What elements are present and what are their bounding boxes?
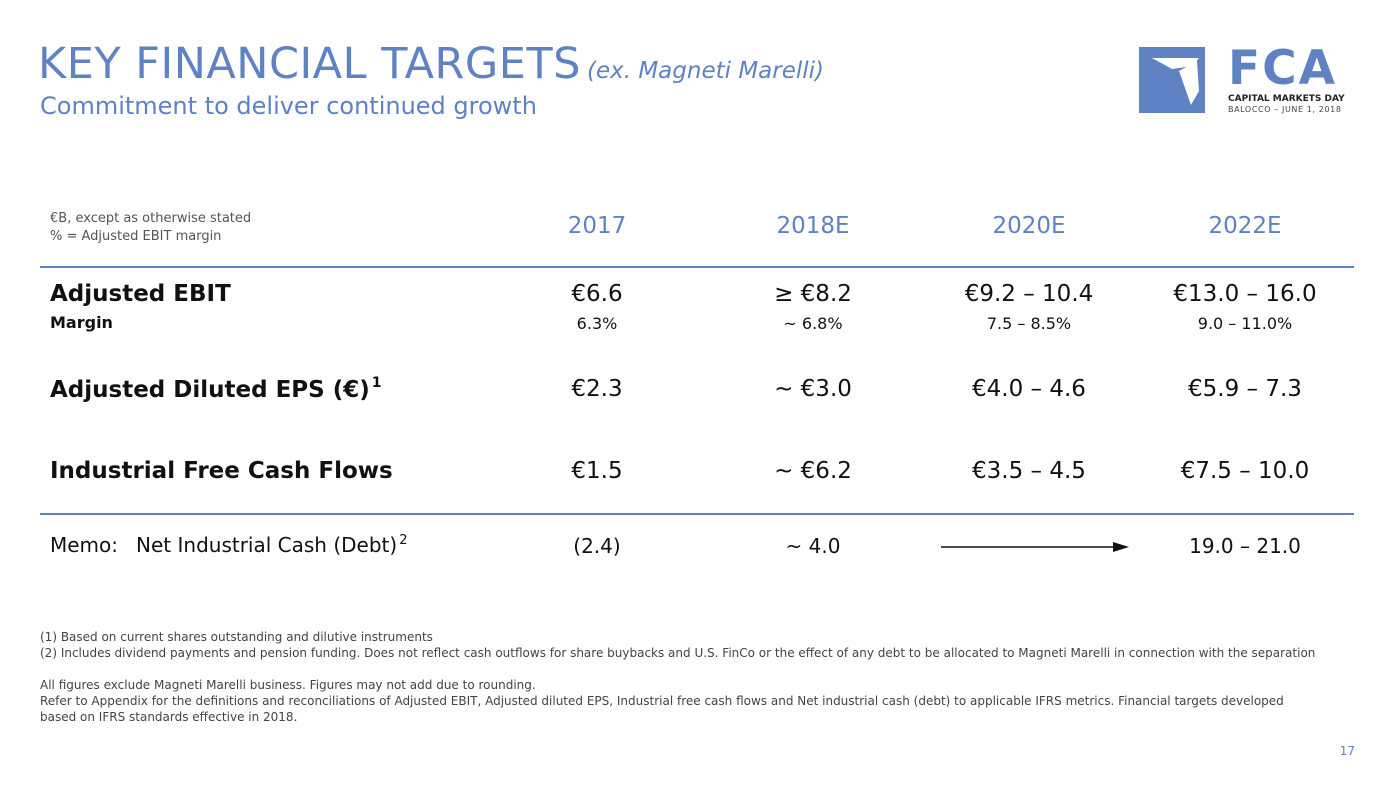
row-label-memo: Memo: Net Industrial Cash (Debt) 2 bbox=[50, 533, 407, 557]
fcf-2022e: €7.5 – 10.0 bbox=[1180, 458, 1310, 484]
title-note: (ex. Magneti Marelli) bbox=[586, 58, 825, 84]
memo-2022e: 19.0 – 21.0 bbox=[1189, 534, 1301, 558]
margin-2018e: ~ 6.8% bbox=[783, 314, 843, 333]
logo-wordmark: FCA bbox=[1228, 41, 1337, 96]
year-header-2018e: 2018E bbox=[776, 213, 850, 239]
footnote-2: (2) Includes dividend payments and pensi… bbox=[40, 646, 1316, 660]
row-label-free-cash-flows: Industrial Free Cash Flows bbox=[50, 458, 393, 484]
fcf-2018e: ~ €6.2 bbox=[774, 458, 852, 484]
eps-footnote-marker: 1 bbox=[371, 375, 382, 391]
eps-2020e: €4.0 – 4.6 bbox=[972, 376, 1086, 402]
table-note-units: €B, except as otherwise stated bbox=[50, 211, 252, 226]
page-title: KEY FINANCIAL TARGETS (ex. Magneti Marell… bbox=[38, 36, 824, 99]
memo-2018e: ~ 4.0 bbox=[785, 534, 841, 558]
disclaimer-line-3: based on IFRS standards effective in 201… bbox=[40, 710, 298, 724]
memo-label-text: Net Industrial Cash (Debt) bbox=[136, 533, 398, 557]
disclaimer-line-1: All figures exclude Magneti Marelli busi… bbox=[40, 678, 536, 692]
margin-2020e: 7.5 – 8.5% bbox=[986, 314, 1072, 333]
year-header-2017: 2017 bbox=[567, 213, 627, 239]
eps-2018e: ~ €3.0 bbox=[774, 376, 852, 402]
title-main: KEY FINANCIAL TARGETS bbox=[38, 39, 581, 89]
year-header-2022e: 2022E bbox=[1208, 213, 1282, 239]
year-header-2020e: 2020E bbox=[992, 213, 1066, 239]
fca-logo-mark-icon bbox=[1139, 47, 1205, 113]
eps-label-text: Adjusted Diluted EPS (€) bbox=[50, 377, 370, 403]
eps-2022e: €5.9 – 7.3 bbox=[1188, 376, 1302, 402]
footnote-1: (1) Based on current shares outstanding … bbox=[40, 630, 433, 644]
ebit-2020e: €9.2 – 10.4 bbox=[964, 281, 1094, 307]
right-arrow-icon bbox=[941, 542, 1129, 552]
memo-footnote-marker: 2 bbox=[399, 533, 408, 548]
row-label-margin: Margin bbox=[50, 313, 113, 332]
fca-logo: FCA CAPITAL MARKETS DAY BALOCCO – JUNE 1… bbox=[1139, 41, 1361, 119]
row-label-adjusted-ebit: Adjusted EBIT bbox=[50, 281, 231, 307]
memo-divider bbox=[40, 513, 1354, 515]
logo-event: CAPITAL MARKETS DAY bbox=[1228, 94, 1345, 104]
margin-2017: 6.3% bbox=[576, 314, 618, 333]
ebit-2018e: ≥ €8.2 bbox=[774, 281, 852, 307]
page-number: 17 bbox=[1339, 744, 1355, 758]
fcf-2020e: €3.5 – 4.5 bbox=[972, 458, 1086, 484]
row-label-adjusted-eps: Adjusted Diluted EPS (€) 1 bbox=[50, 375, 382, 403]
memo-prefix: Memo: bbox=[50, 533, 119, 557]
ebit-2022e: €13.0 – 16.0 bbox=[1173, 281, 1317, 307]
disclaimer-line-2: Refer to Appendix for the definitions an… bbox=[40, 694, 1284, 708]
table-note-margin: % = Adjusted EBIT margin bbox=[50, 229, 222, 244]
header-divider bbox=[40, 266, 1354, 268]
memo-2017: (2.4) bbox=[573, 534, 621, 558]
fcf-2017: €1.5 bbox=[571, 458, 623, 484]
eps-2017: €2.3 bbox=[571, 376, 623, 402]
ebit-2017: €6.6 bbox=[571, 281, 623, 307]
margin-2022e: 9.0 – 11.0% bbox=[1197, 314, 1293, 333]
page-subtitle: Commitment to deliver continued growth bbox=[40, 92, 537, 120]
logo-location-date: BALOCCO – JUNE 1, 2018 bbox=[1228, 105, 1342, 114]
